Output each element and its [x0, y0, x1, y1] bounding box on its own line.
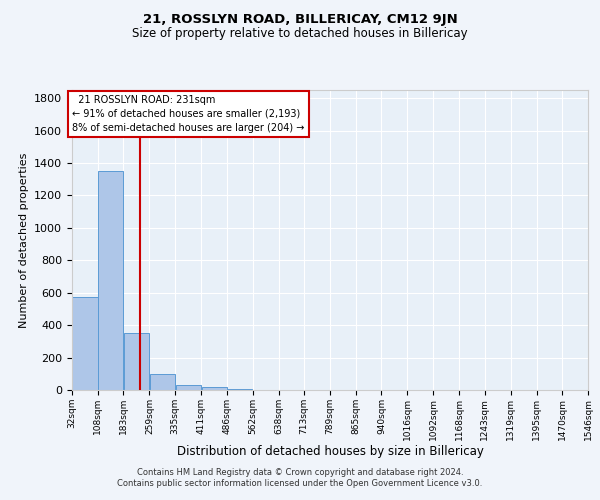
Text: 21, ROSSLYN ROAD, BILLERICAY, CM12 9JN: 21, ROSSLYN ROAD, BILLERICAY, CM12 9JN: [143, 12, 457, 26]
X-axis label: Distribution of detached houses by size in Billericay: Distribution of detached houses by size …: [176, 446, 484, 458]
Text: Contains HM Land Registry data © Crown copyright and database right 2024.
Contai: Contains HM Land Registry data © Crown c…: [118, 468, 482, 487]
Bar: [176, 385, 201, 390]
Bar: [202, 387, 227, 390]
Bar: [150, 374, 175, 390]
Text: 21 ROSSLYN ROAD: 231sqm
← 91% of detached houses are smaller (2,193)
8% of semi-: 21 ROSSLYN ROAD: 231sqm ← 91% of detache…: [73, 95, 305, 133]
Bar: [227, 389, 252, 390]
Bar: [124, 333, 149, 390]
Bar: [98, 171, 124, 390]
Bar: [73, 297, 98, 390]
Text: Size of property relative to detached houses in Billericay: Size of property relative to detached ho…: [132, 28, 468, 40]
Y-axis label: Number of detached properties: Number of detached properties: [19, 152, 29, 328]
